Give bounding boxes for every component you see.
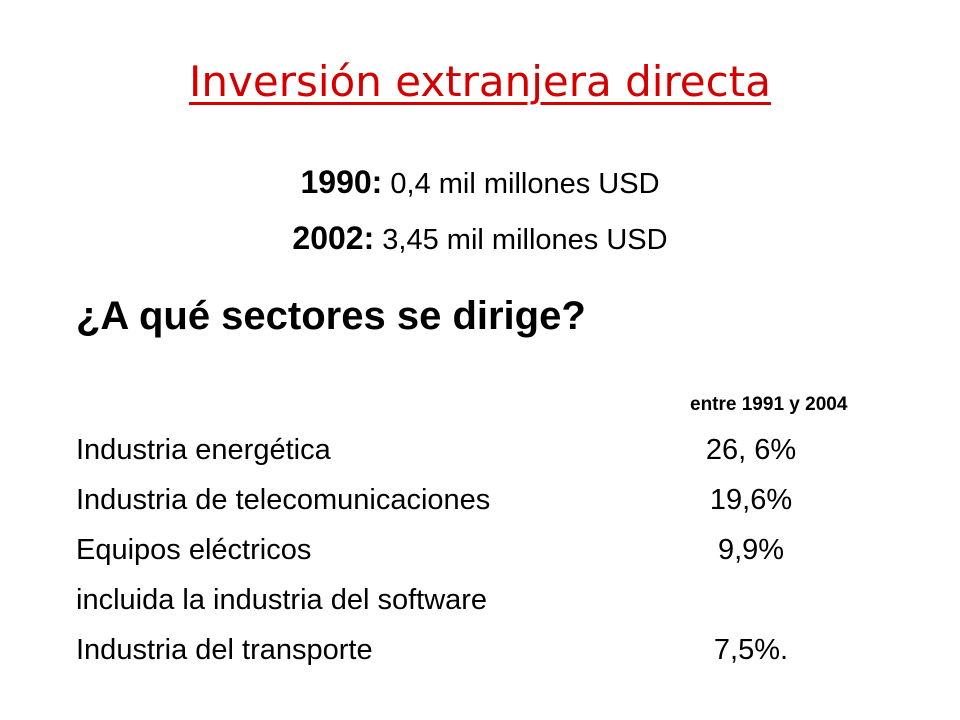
sector-value: 7,5%.	[713, 634, 789, 666]
stat-2002: 2002: 3,45 mil millones USD	[0, 218, 960, 260]
sectors-question: ¿A qué sectores se dirige?	[76, 294, 586, 338]
sector-value: 26, 6%	[705, 434, 797, 466]
sector-name: Industria del transporte	[76, 634, 373, 666]
stat-1990: 1990: 0,4 mil millones USD	[0, 162, 960, 204]
sector-name: Industria de telecomunicaciones	[76, 484, 491, 516]
stat-amount: 0,4 mil millones USD	[382, 168, 660, 200]
sector-row: Equipos eléctricos 9,9%	[76, 530, 896, 570]
stat-year: 2002:	[292, 220, 375, 256]
slide-title: Inversión extranjera directa	[189, 57, 771, 106]
sector-name: Industria energética	[76, 434, 331, 466]
period-label: entre 1991 y 2004	[690, 394, 848, 415]
sector-note-row: incluida la industria del software	[76, 580, 896, 620]
stat-year: 1990:	[300, 164, 383, 200]
sector-value: 19,6%	[709, 484, 793, 516]
sector-row: Industria de telecomunicaciones 19,6%	[76, 480, 896, 520]
stat-amount: 3,45 mil millones USD	[374, 224, 668, 256]
sector-name: Equipos eléctricos	[76, 534, 312, 566]
sector-value: 9,9%	[717, 534, 785, 566]
sector-row: Industria del transporte 7,5%.	[76, 630, 896, 670]
sector-note: incluida la industria del software	[76, 584, 488, 616]
sector-row: Industria energética 26, 6%	[76, 430, 896, 470]
